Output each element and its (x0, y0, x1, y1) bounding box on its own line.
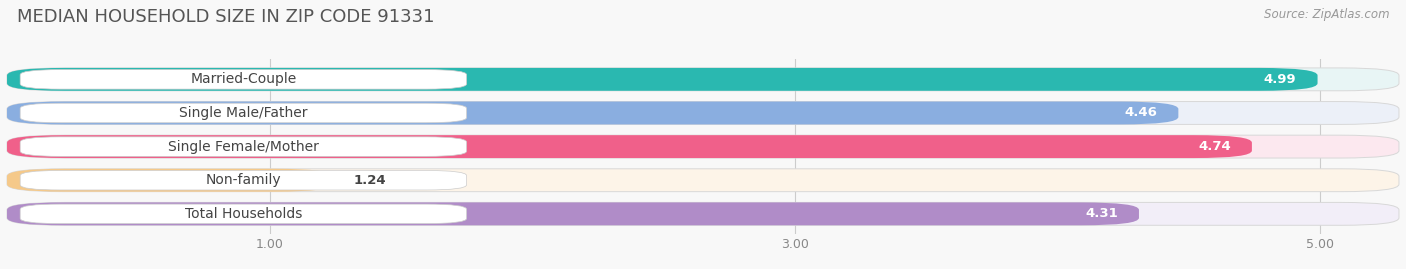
Text: Married-Couple: Married-Couple (190, 72, 297, 86)
FancyBboxPatch shape (20, 171, 467, 190)
Text: Single Male/Father: Single Male/Father (179, 106, 308, 120)
Text: 1.24: 1.24 (354, 174, 387, 187)
Text: 4.74: 4.74 (1198, 140, 1230, 153)
FancyBboxPatch shape (7, 202, 1399, 225)
Text: 4.31: 4.31 (1085, 207, 1118, 220)
FancyBboxPatch shape (7, 135, 1399, 158)
Text: Non-family: Non-family (205, 173, 281, 187)
FancyBboxPatch shape (7, 202, 1139, 225)
FancyBboxPatch shape (7, 135, 1251, 158)
FancyBboxPatch shape (7, 169, 1399, 192)
FancyBboxPatch shape (20, 103, 467, 123)
FancyBboxPatch shape (7, 169, 333, 192)
Text: MEDIAN HOUSEHOLD SIZE IN ZIP CODE 91331: MEDIAN HOUSEHOLD SIZE IN ZIP CODE 91331 (17, 8, 434, 26)
FancyBboxPatch shape (7, 101, 1399, 124)
FancyBboxPatch shape (20, 137, 467, 156)
FancyBboxPatch shape (20, 70, 467, 89)
Text: Total Households: Total Households (184, 207, 302, 221)
FancyBboxPatch shape (7, 68, 1399, 91)
Text: 4.46: 4.46 (1125, 107, 1157, 119)
FancyBboxPatch shape (20, 204, 467, 224)
Text: Single Female/Mother: Single Female/Mother (167, 140, 319, 154)
Text: Source: ZipAtlas.com: Source: ZipAtlas.com (1264, 8, 1389, 21)
FancyBboxPatch shape (7, 101, 1178, 124)
FancyBboxPatch shape (7, 68, 1317, 91)
Text: 4.99: 4.99 (1264, 73, 1296, 86)
